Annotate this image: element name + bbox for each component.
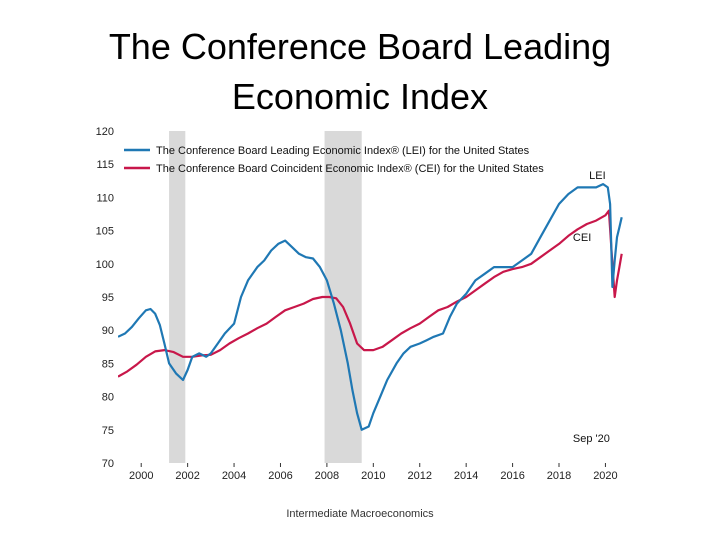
legend-label-lei: The Conference Board Leading Economic In…: [156, 145, 530, 157]
y-tick-label: 75: [102, 425, 114, 437]
x-tick-label: 2010: [361, 470, 385, 482]
y-tick-label: 120: [96, 126, 114, 138]
recession-band-1: [169, 131, 186, 463]
x-tick-label: 2006: [268, 470, 292, 482]
x-tick-label: 2000: [129, 470, 153, 482]
x-tick-label: 2002: [175, 470, 199, 482]
slide-title-line-2: Economic Index: [231, 76, 489, 117]
y-tick-label: 110: [96, 192, 114, 204]
date-annotation: Sep '20: [573, 433, 610, 445]
slide-footer: Intermediate Macroeconomics: [286, 508, 434, 520]
x-tick-label: 2008: [315, 470, 339, 482]
x-tick-label: 2020: [593, 470, 617, 482]
slide-title-line-1: The Conference Board Leading: [108, 26, 612, 67]
y-tick-label: 100: [96, 259, 114, 271]
x-tick-label: 2018: [547, 470, 571, 482]
series-line-cei: [118, 209, 623, 378]
y-tick-label: 80: [102, 392, 114, 404]
x-tick-label: 2014: [454, 470, 478, 482]
y-tick-label: 115: [96, 159, 114, 171]
x-tick-label: 2012: [408, 470, 432, 482]
x-tick-label: 2016: [500, 470, 524, 482]
x-tick-label: 2004: [222, 470, 246, 482]
legend-label-cei: The Conference Board Coincident Economic…: [156, 163, 544, 175]
y-tick-label: 105: [96, 226, 114, 238]
series-line-lei: [118, 183, 623, 431]
lei-cei-line-chart: 70 75 80 85 90 95 100 105 110 115 120 2000 2002 2004 2…: [96, 126, 623, 482]
cei-annotation: CEI: [573, 232, 591, 244]
y-tick-label: 85: [102, 358, 114, 370]
y-tick-label: 90: [102, 325, 114, 337]
slide-title: The Conference Board Leading Economic In…: [0, 22, 720, 122]
y-tick-label: 70: [102, 458, 114, 470]
lei-annotation: LEI: [589, 170, 606, 182]
y-tick-label: 95: [102, 292, 114, 304]
